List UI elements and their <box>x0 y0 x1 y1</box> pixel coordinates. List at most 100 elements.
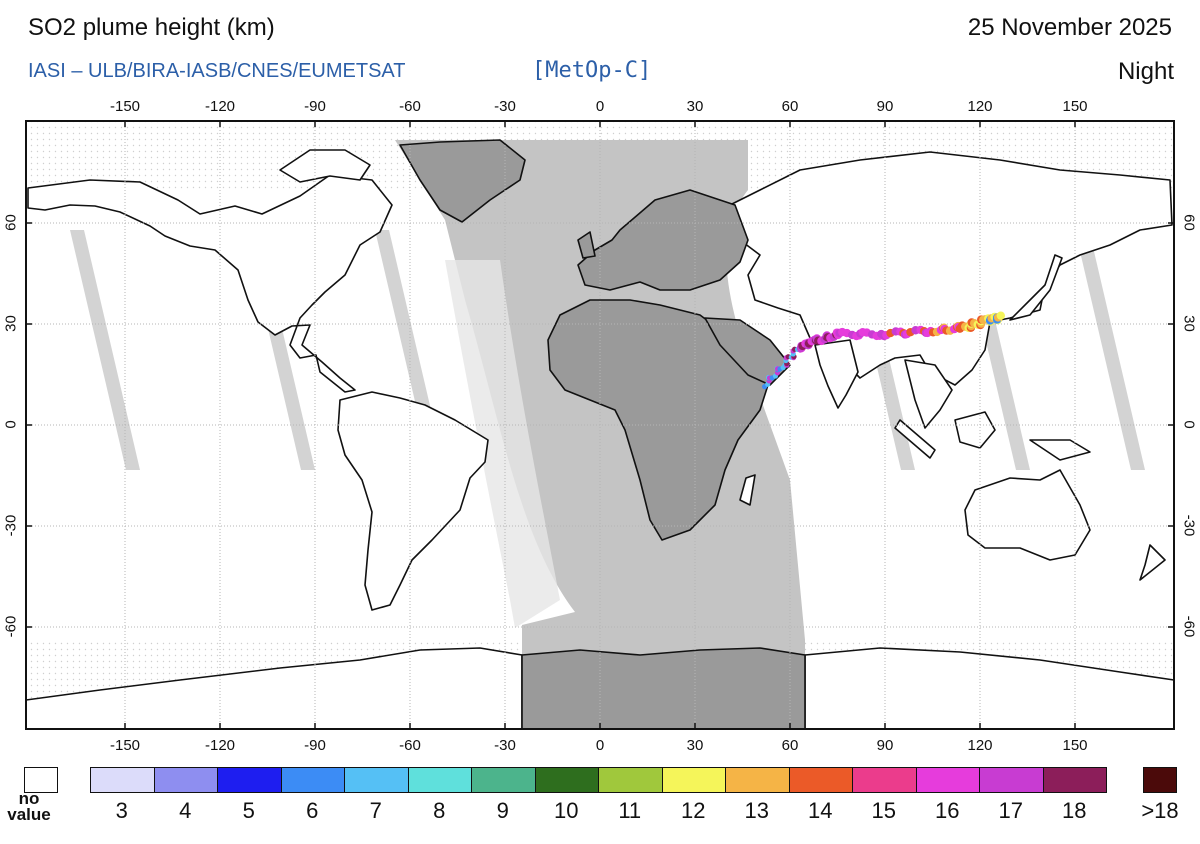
axis-tick-label: -30 <box>494 737 516 754</box>
antarctica-band <box>521 647 806 729</box>
axis-tick-label: -30 <box>2 514 20 537</box>
antarctica-west <box>26 647 523 729</box>
legend-value-label: 9 <box>496 798 509 823</box>
map-date: 25 November 2025 <box>967 14 1172 41</box>
axis-tick-label: 90 <box>876 98 894 115</box>
legend-no-value-box <box>24 767 58 793</box>
axis-tick-label: -60 <box>2 615 20 638</box>
legend-color-box <box>661 767 726 793</box>
so2-plume <box>762 311 1006 390</box>
axis-tick-label: 0 <box>595 737 605 754</box>
overpass-mode: Night <box>1117 58 1174 85</box>
legend-value-label: 18 <box>1062 798 1087 823</box>
axis-tick-label: -60 <box>399 98 421 115</box>
canadian-islands <box>279 149 371 183</box>
swath-gap-stripe <box>1075 230 1145 470</box>
legend-color-box <box>534 767 599 793</box>
legend-value-label: 7 <box>369 798 382 823</box>
legend-value-label: 8 <box>433 798 446 823</box>
axis-tick-label: 0 <box>595 98 605 115</box>
axis-tick-label: 150 <box>1062 98 1088 115</box>
axis-tick-label: -120 <box>204 98 236 115</box>
legend-value-label: 15 <box>871 798 896 823</box>
axis-tick-label: 90 <box>876 737 894 754</box>
south-america <box>337 391 489 611</box>
legend-value-label: 5 <box>242 798 255 823</box>
data-credit: IASI – ULB/BIRA-IASB/CNES/EUMETSAT <box>28 60 406 82</box>
axis-tick-label: 60 <box>781 737 799 754</box>
legend-over-box <box>1143 767 1177 793</box>
swath-light-1 <box>445 260 560 628</box>
land-in-band <box>399 139 806 729</box>
axis-tick-label: 120 <box>967 737 993 754</box>
legend-color-box <box>979 767 1044 793</box>
plume-pixel <box>996 311 1006 320</box>
axis-tick-label: 30 <box>1180 315 1198 332</box>
axis-tick-label: 30 <box>2 315 20 332</box>
axis-tick-label: 120 <box>967 98 993 115</box>
platform-label: [MetOp-C] <box>532 58 652 83</box>
axis-tick-label: -150 <box>109 98 141 115</box>
legend-color-box <box>217 767 282 793</box>
borneo <box>954 411 996 449</box>
axis-tick-label: 0 <box>1180 420 1198 429</box>
legend-color-box <box>153 767 218 793</box>
map-title: SO2 plume height (km) <box>28 14 275 41</box>
axis-tick-label: 150 <box>1062 737 1088 754</box>
madagascar <box>739 474 756 506</box>
legend-value-label: 14 <box>808 798 833 823</box>
legend-over-label: >18 <box>1141 798 1179 823</box>
legend-color-box <box>280 767 345 793</box>
axis-tick-label: -90 <box>304 737 326 754</box>
legend-color-box <box>915 767 980 793</box>
axis-tick-label: 60 <box>781 98 799 115</box>
axis-tick-label: 60 <box>1180 214 1198 231</box>
japan <box>1009 254 1063 321</box>
legend-value-label: 4 <box>179 798 192 823</box>
axis-tick-label: 30 <box>686 737 704 754</box>
legend-color-box <box>725 767 790 793</box>
axis-tick-label: -90 <box>304 98 326 115</box>
legend-value-label: 12 <box>681 798 706 823</box>
new-zealand <box>1139 544 1166 581</box>
legend-color-box <box>471 767 536 793</box>
axis-tick-label: -120 <box>204 737 236 754</box>
axis-tick-label: -30 <box>494 98 516 115</box>
india <box>814 339 859 409</box>
legend-value-label: 3 <box>115 798 128 823</box>
antarctica-east <box>804 647 1174 729</box>
axis-tick-label: 60 <box>2 214 20 231</box>
uk <box>577 231 596 259</box>
legend-color-box <box>407 767 472 793</box>
legend-value-label: 10 <box>554 798 579 823</box>
legend-value-label: 13 <box>744 798 769 823</box>
land-outside-band <box>26 149 1174 729</box>
legend-color-box <box>90 767 155 793</box>
axis-tick-label: -60 <box>1180 615 1198 638</box>
north-america <box>27 174 393 393</box>
legend-value-label: 17 <box>998 798 1023 823</box>
legend-color-box <box>598 767 663 793</box>
legend-value-label: 6 <box>306 798 319 823</box>
axis-tick-label: -30 <box>1180 514 1198 537</box>
legend-color-box <box>852 767 917 793</box>
legend-color-box <box>344 767 409 793</box>
legend-color-box <box>1042 767 1107 793</box>
australia <box>964 469 1091 561</box>
axis-ticks <box>26 121 1174 729</box>
axis-tick-label: 30 <box>686 98 704 115</box>
axis-tick-label: 0 <box>2 420 20 429</box>
axis-tick-label: -150 <box>109 737 141 754</box>
indochina <box>904 359 953 429</box>
graticule <box>26 121 1174 729</box>
legend-value-label: 11 <box>618 798 642 823</box>
swath-gap-stripe <box>70 230 140 470</box>
legend-no-value-label: no value <box>7 789 51 824</box>
legend-color-box <box>788 767 853 793</box>
legend-value-label: 16 <box>935 798 960 823</box>
arabia <box>704 317 791 386</box>
africa <box>547 299 769 541</box>
eurasia-east <box>719 151 1173 386</box>
axis-tick-label: -60 <box>399 737 421 754</box>
